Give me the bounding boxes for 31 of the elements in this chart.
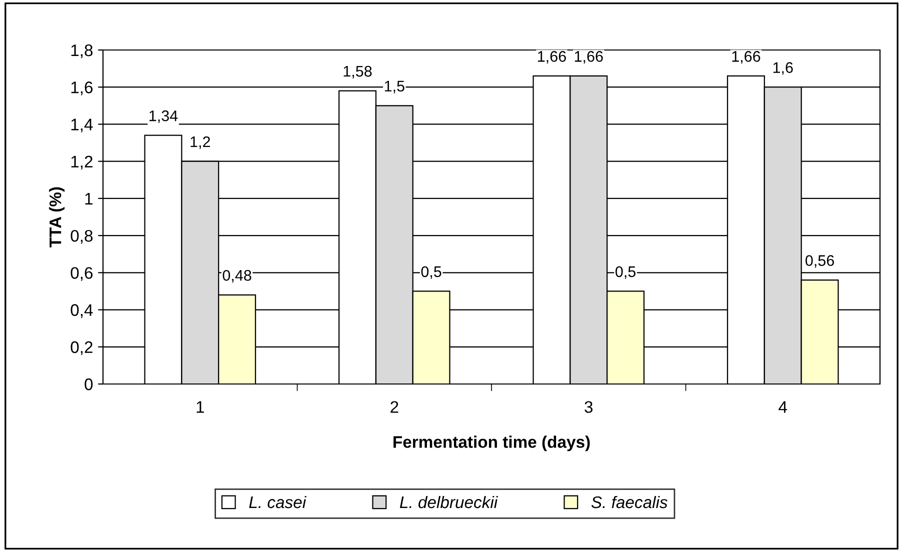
data-label: 0,48 bbox=[222, 270, 252, 283]
x-tick-label: 2 bbox=[390, 401, 398, 413]
y-tick-label: 1,8 bbox=[71, 44, 93, 58]
y-tick-label: 1,6 bbox=[71, 82, 93, 96]
legend-label: L. delbrueckii bbox=[400, 496, 498, 508]
y-tick-label: 0,4 bbox=[70, 304, 93, 318]
y-tick-label: 0,8 bbox=[70, 230, 93, 244]
x-tick-label: 3 bbox=[584, 401, 593, 413]
data-label: 1,66 bbox=[538, 51, 566, 64]
data-label: 1,6 bbox=[773, 62, 793, 75]
data-label: 1,2 bbox=[190, 136, 210, 150]
x-tick-label: 1 bbox=[196, 401, 204, 413]
legend-label: S. faecalis bbox=[591, 496, 668, 508]
y-axis-title: TTA (%) bbox=[49, 187, 65, 248]
data-label: 1,66 bbox=[574, 51, 603, 64]
y-tick-label: 0,2 bbox=[70, 341, 92, 356]
y-tick-label: 1 bbox=[85, 193, 92, 204]
y-tick-label: 0 bbox=[84, 378, 93, 390]
data-label: 0,56 bbox=[806, 255, 834, 268]
data-label: 1,66 bbox=[732, 51, 760, 64]
y-tick-label: 1,4 bbox=[71, 118, 93, 132]
x-tick-label: 4 bbox=[778, 401, 788, 413]
data-label: 1,58 bbox=[344, 66, 372, 78]
y-tick-label: 1,2 bbox=[71, 156, 92, 170]
data-label: 1,5 bbox=[384, 80, 404, 94]
x-axis-title: Fermentation time (days) bbox=[394, 436, 590, 452]
y-tick-label: 0,6 bbox=[70, 267, 93, 281]
legend-label: L. casei bbox=[249, 496, 306, 508]
data-label: 1,34 bbox=[150, 110, 178, 124]
data-label: 0,5 bbox=[616, 266, 636, 279]
data-label: 0,5 bbox=[421, 266, 442, 279]
